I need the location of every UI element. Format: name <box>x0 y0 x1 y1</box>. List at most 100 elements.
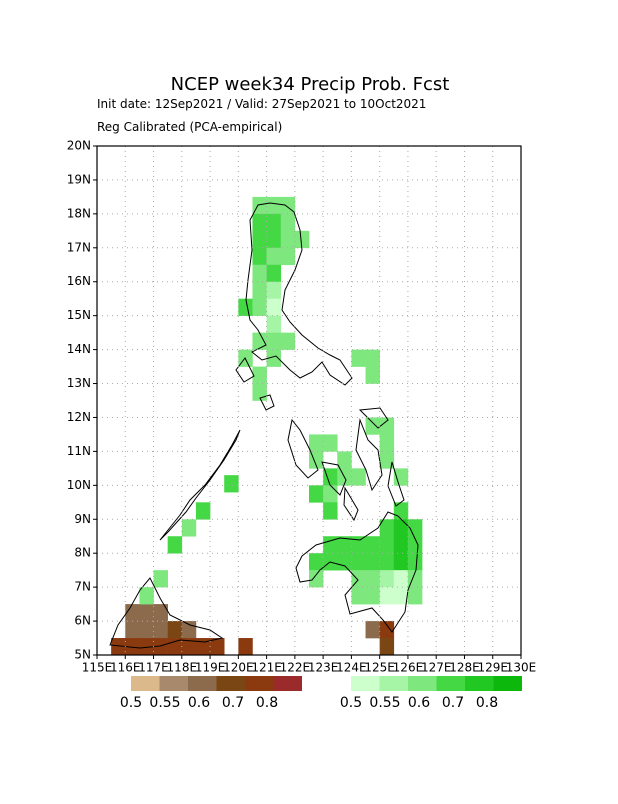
grid-cell <box>309 553 324 571</box>
colorbar-swatch <box>216 676 245 691</box>
grid-cell <box>365 536 380 554</box>
y-tick-label: 14N <box>67 342 91 356</box>
grid-cell <box>252 247 267 266</box>
grid-cell <box>379 570 395 588</box>
grid-cell <box>407 570 423 588</box>
grid-cell <box>393 553 409 571</box>
grid-cell <box>351 587 366 605</box>
grid-cell <box>153 638 168 656</box>
grid-cell <box>323 536 338 554</box>
colorbar-label: 0.7 <box>222 695 244 711</box>
y-tick-label: 10N <box>67 478 91 492</box>
grid-cell <box>379 536 395 554</box>
y-tick-label: 15N <box>67 308 91 322</box>
colorbar-label: 0.55 <box>149 695 180 711</box>
grid-cell <box>379 638 395 656</box>
colorbar-swatch <box>159 676 188 691</box>
grid-cell <box>280 213 296 232</box>
grid-cell <box>153 570 168 588</box>
x-tick-label: 121E <box>251 661 282 675</box>
grid-cell <box>125 638 140 656</box>
colorbar-swatch <box>131 676 160 691</box>
grid-cell <box>323 468 338 486</box>
colorbar-swatch <box>465 676 494 691</box>
grid-cell <box>266 315 282 333</box>
grid-cell <box>195 638 211 656</box>
grid-cell <box>224 475 239 493</box>
grid-cell <box>393 536 409 554</box>
y-tick-label: 20N <box>67 139 91 153</box>
grid-cell <box>323 434 338 452</box>
x-tick-label: 120E <box>223 661 254 675</box>
grid-cell <box>379 519 395 537</box>
x-tick-label: 124E <box>336 661 367 675</box>
colorbar-label: 0.6 <box>188 695 210 711</box>
grid-cell <box>167 621 183 639</box>
grid-cell <box>252 298 267 316</box>
grid-cell <box>351 349 366 367</box>
grid-cell <box>351 536 366 554</box>
colorbar-label: 0.55 <box>369 695 400 711</box>
grid-cell <box>337 553 352 571</box>
grid-cell <box>181 638 197 656</box>
grid-cell <box>365 570 380 588</box>
grid-cell <box>365 349 380 367</box>
colorbar-swatch <box>493 676 522 691</box>
grid-cell <box>407 536 423 554</box>
grid-cell <box>252 383 267 401</box>
colorbar-label: 0.5 <box>120 695 142 711</box>
grid-cell <box>195 502 211 520</box>
colorbar-label: 0.6 <box>408 695 430 711</box>
grid-cell <box>238 298 253 316</box>
x-tick-label: 125E <box>364 661 395 675</box>
grid-cell <box>393 519 409 537</box>
grid-cell <box>153 621 168 639</box>
grid-cell <box>393 468 409 486</box>
grid-cell <box>266 349 282 367</box>
grid-cell <box>266 213 282 232</box>
grid-cell <box>167 638 183 656</box>
colorbar-swatch <box>245 676 274 691</box>
method-label: Reg Calibrated (PCA-empirical) <box>97 120 282 134</box>
y-tick-label: 19N <box>67 172 91 186</box>
grid-cell <box>351 468 366 486</box>
grid-cell <box>125 604 140 622</box>
colorbar-swatch <box>408 676 437 691</box>
x-tick-label: 122E <box>280 661 311 675</box>
grid-cell <box>309 485 324 503</box>
grid-cell <box>139 604 154 622</box>
colorbar-swatch <box>188 676 217 691</box>
grid-cell <box>379 621 395 639</box>
y-tick-label: 11N <box>67 444 91 458</box>
grid-cell <box>337 451 352 469</box>
colorbar-label: 0.5 <box>340 695 362 711</box>
x-tick-label: 119E <box>195 661 226 675</box>
grid-cell <box>379 434 395 452</box>
y-tick-label: 16N <box>67 274 91 288</box>
x-tick-label: 129E <box>477 661 508 675</box>
grid-cell <box>266 196 282 215</box>
grid-cell <box>379 587 395 605</box>
grid-cell <box>379 451 395 469</box>
grid-cell <box>139 621 154 639</box>
grid-cell <box>181 519 197 537</box>
grid-cell <box>210 638 225 656</box>
grid-cell <box>365 417 380 435</box>
grid-cell <box>280 247 296 266</box>
grid-cell <box>266 332 282 350</box>
grid-cell <box>139 638 154 656</box>
grid-cell <box>337 536 352 554</box>
grid-cell <box>365 553 380 571</box>
y-tick-label: 18N <box>67 206 91 220</box>
x-tick-label: 118E <box>167 661 198 675</box>
y-tick-label: 12N <box>67 410 91 424</box>
grid-cell <box>365 366 380 384</box>
grid-cell <box>407 553 423 571</box>
grid-cell <box>125 621 140 639</box>
y-tick-label: 8N <box>74 546 91 560</box>
plot-frame <box>96 145 522 656</box>
y-tick-label: 7N <box>74 580 91 594</box>
colorbar-label: 0.7 <box>442 695 464 711</box>
y-tick-label: 6N <box>74 614 91 628</box>
